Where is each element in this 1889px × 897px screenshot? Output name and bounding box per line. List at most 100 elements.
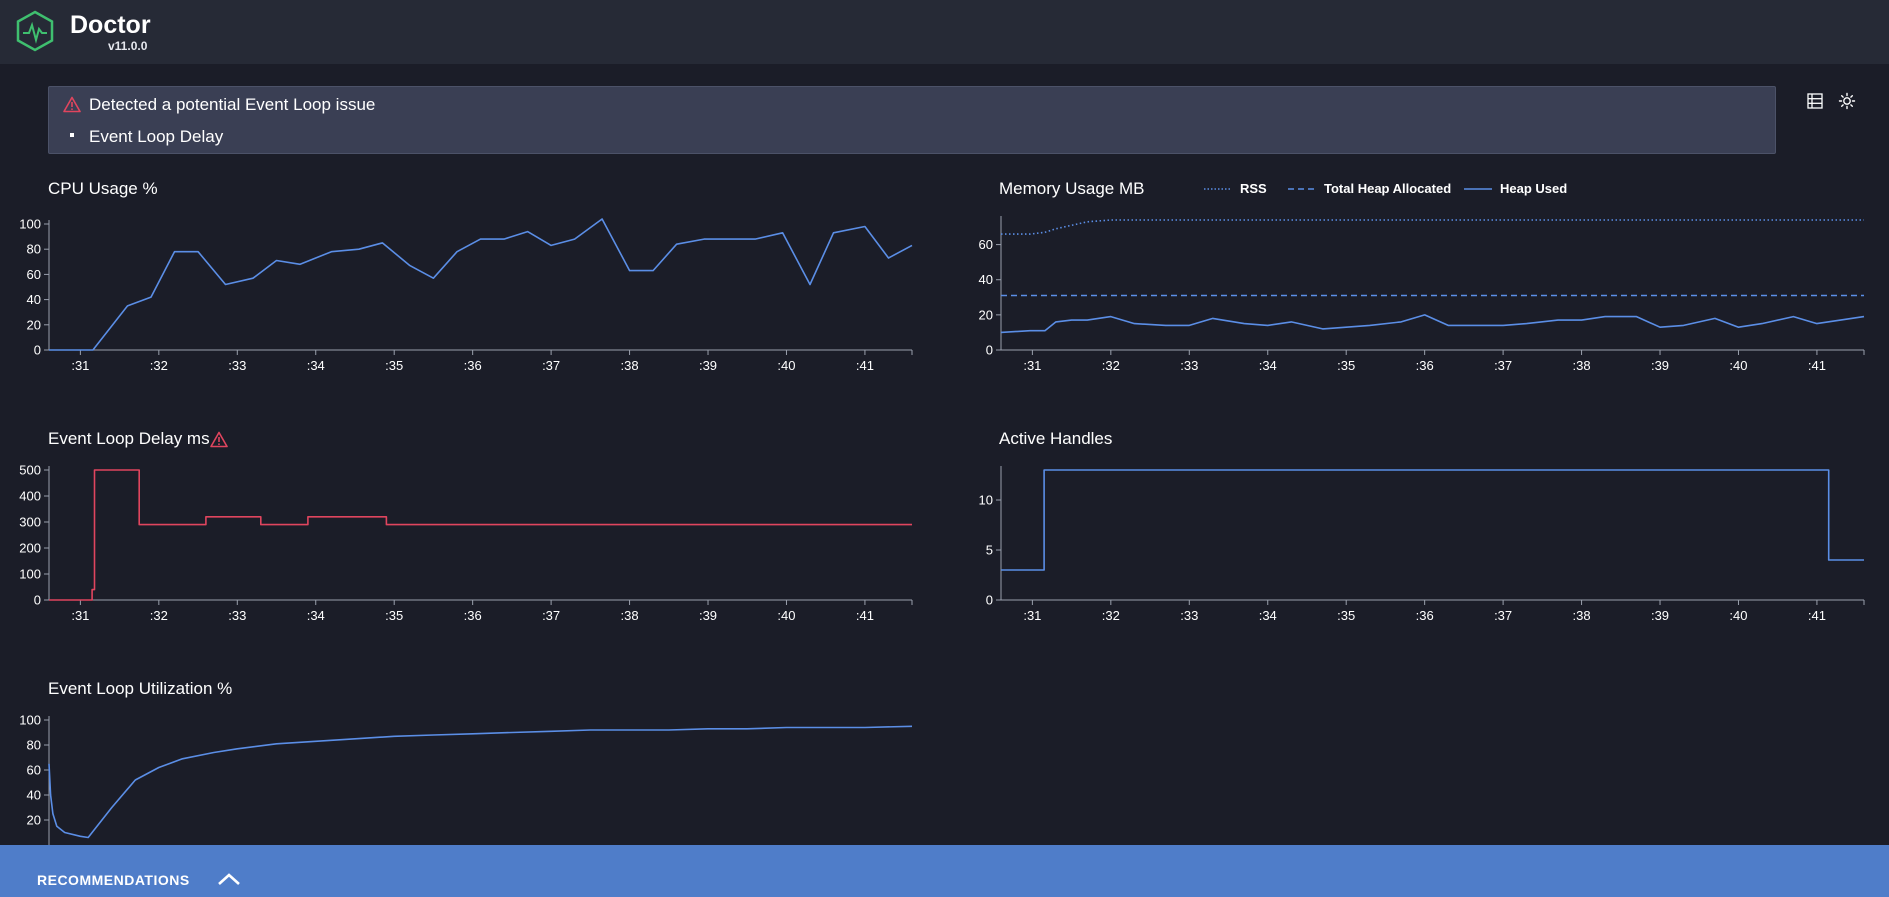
memory-chart-title: Memory Usage MB — [999, 179, 1145, 198]
legend-heap-used-label: Heap Used — [1500, 181, 1568, 196]
x-tick-label: :34 — [307, 608, 325, 623]
x-tick-label: :37 — [1494, 358, 1512, 373]
chevron-up-icon[interactable] — [217, 872, 241, 886]
x-tick-label: :33 — [1180, 608, 1198, 623]
solid-line-icon — [1464, 188, 1492, 190]
y-tick-label: 60 — [979, 237, 993, 252]
x-tick-label: :32 — [150, 358, 168, 373]
y-tick-label: 5 — [986, 543, 993, 558]
y-tick-label: 400 — [19, 489, 41, 504]
top-bar: Doctor v11.0.0 — [0, 0, 1889, 64]
y-tick-label: 40 — [27, 292, 41, 307]
x-tick-label: :31 — [1023, 358, 1041, 373]
x-tick-label: :40 — [1729, 608, 1747, 623]
warning-icon — [210, 431, 228, 448]
alert-item[interactable]: Event Loop Delay — [89, 127, 224, 146]
y-tick-label: 40 — [979, 272, 993, 287]
legend-rss-label: RSS — [1240, 181, 1267, 196]
x-tick-label: :38 — [621, 358, 639, 373]
x-tick-label: :31 — [71, 358, 89, 373]
y-tick-label: 500 — [19, 463, 41, 478]
x-tick-label: :41 — [1808, 608, 1826, 623]
doctor-logo-icon — [16, 10, 54, 52]
y-tick-label: 20 — [979, 307, 993, 322]
list-icon[interactable] — [1806, 92, 1824, 110]
x-tick-label: :41 — [1808, 358, 1826, 373]
dashed-line-icon — [1288, 188, 1316, 190]
y-tick-label: 40 — [27, 788, 41, 803]
x-tick-label: :36 — [464, 358, 482, 373]
x-tick-label: :38 — [1573, 358, 1591, 373]
alert-panel[interactable]: Detected a potential Event Loop issue Ev… — [48, 86, 1776, 154]
y-tick-label: 60 — [27, 763, 41, 778]
x-tick-label: :36 — [464, 608, 482, 623]
dotted-line-icon — [1204, 188, 1232, 190]
warning-icon — [63, 96, 81, 113]
legend-total-heap-label: Total Heap Allocated — [1324, 181, 1452, 196]
y-tick-label: 0 — [34, 593, 41, 608]
y-tick-label: 80 — [27, 738, 41, 753]
app-version: v11.0.0 — [108, 39, 148, 53]
active-handles-chart: 0 5 10:31:32:33:34:35:36:37:38:39:40:41 — [979, 466, 1865, 623]
x-tick-label: :37 — [542, 358, 560, 373]
y-tick-label: 20 — [27, 813, 41, 828]
x-tick-label: :38 — [1573, 608, 1591, 623]
cpu-chart-title: CPU Usage % — [48, 179, 158, 198]
y-tick-label: 0 — [34, 343, 41, 358]
memory-usage-chart: 0 20 40 60:31:32:33:34:35:36:37:38:39:40:41 — [979, 216, 1865, 373]
x-tick-label: :34 — [1259, 358, 1277, 373]
x-tick-label: :32 — [1102, 358, 1120, 373]
recommendations-label: RECOMMENDATIONS — [37, 872, 190, 888]
delay-chart-title: Event Loop Delay ms — [48, 429, 210, 448]
x-tick-label: :33 — [228, 358, 246, 373]
x-tick-label: :40 — [777, 608, 795, 623]
series-line-1 — [49, 218, 913, 351]
x-tick-label: :38 — [621, 608, 639, 623]
cpu-usage-chart: 0 20 40 60 80 100:31:32:33:34:35:36:37:38:39:… — [19, 217, 913, 373]
y-tick-label: 0 — [986, 343, 993, 358]
y-tick-label: 100 — [19, 217, 41, 232]
y-tick-label: 0 — [986, 593, 993, 608]
series-line-1 — [1001, 469, 1864, 571]
event-loop-delay-chart: 0 100 200 300 400 500 :31 :32 :33 :34 :35 :36 :37 :38… — [19, 463, 913, 623]
x-tick-label: :40 — [777, 358, 795, 373]
elu-chart-title: Event Loop Utilization % — [48, 679, 233, 698]
x-tick-label: :31 — [71, 608, 89, 623]
x-tick-label: :39 — [1651, 358, 1669, 373]
app-title: Doctor — [70, 11, 151, 39]
x-tick-label: :36 — [1416, 358, 1434, 373]
x-tick-label: :34 — [1259, 608, 1277, 623]
y-tick-label: 200 — [19, 541, 41, 556]
event-loop-utilization-chart: 20 40 60 80 100 — [19, 713, 913, 845]
x-tick-label: :35 — [1337, 358, 1355, 373]
bullet-icon — [70, 133, 74, 137]
x-tick-label: :32 — [150, 608, 168, 623]
y-tick-label: 100 — [19, 713, 41, 728]
x-tick-label: :31 — [1023, 608, 1041, 623]
series-line-heap-used — [1000, 314, 1865, 334]
y-tick-label: 80 — [27, 242, 41, 257]
y-tick-label: 10 — [979, 493, 993, 508]
x-tick-label: :39 — [699, 608, 717, 623]
x-tick-label: :37 — [542, 608, 560, 623]
x-tick-label: :34 — [307, 358, 325, 373]
y-tick-label: 60 — [27, 267, 41, 282]
x-tick-label: :35 — [385, 608, 403, 623]
x-tick-label: :41 — [856, 608, 874, 623]
recommendations-bar[interactable]: RECOMMENDATIONS — [0, 845, 1889, 897]
alert-title: Detected a potential Event Loop issue — [89, 95, 376, 114]
x-tick-label: :39 — [699, 358, 717, 373]
series-line-rss — [1001, 219, 1864, 235]
x-tick-label: :37 — [1494, 608, 1512, 623]
x-tick-label: :35 — [1337, 608, 1355, 623]
handles-chart-title: Active Handles — [999, 429, 1113, 448]
x-tick-label: :36 — [1416, 608, 1434, 623]
series-line-1 — [48, 725, 913, 839]
y-tick-label: 100 — [19, 567, 41, 582]
x-tick-label: :33 — [228, 608, 246, 623]
theme-toggle-icon[interactable] — [1838, 92, 1856, 110]
series-line-1 — [49, 469, 912, 601]
x-tick-label: :35 — [385, 358, 403, 373]
y-tick-label: 300 — [19, 515, 41, 530]
x-tick-label: :39 — [1651, 608, 1669, 623]
